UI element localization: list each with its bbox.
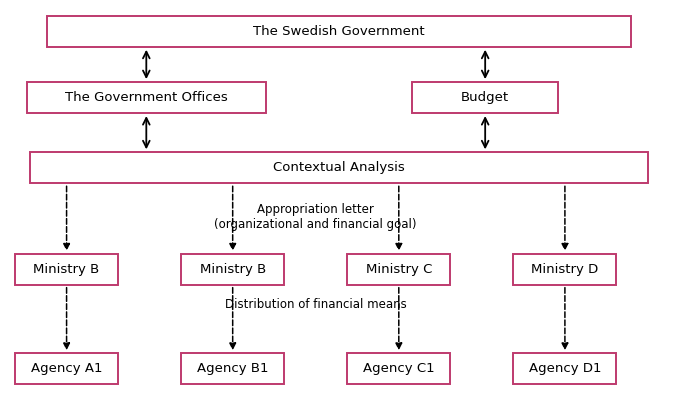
Text: Ministry B: Ministry B bbox=[199, 263, 266, 276]
Text: Agency D1: Agency D1 bbox=[529, 362, 601, 375]
FancyBboxPatch shape bbox=[15, 254, 118, 285]
Text: Agency C1: Agency C1 bbox=[363, 362, 435, 375]
Text: Distribution of financial means: Distribution of financial means bbox=[225, 298, 407, 312]
FancyBboxPatch shape bbox=[181, 254, 284, 285]
Text: Ministry B: Ministry B bbox=[33, 263, 100, 276]
FancyBboxPatch shape bbox=[347, 254, 450, 285]
FancyBboxPatch shape bbox=[513, 254, 616, 285]
Text: The Government Offices: The Government Offices bbox=[65, 91, 228, 104]
FancyBboxPatch shape bbox=[26, 82, 266, 113]
FancyBboxPatch shape bbox=[412, 82, 558, 113]
Text: Ministry C: Ministry C bbox=[365, 263, 432, 276]
Text: Contextual Analysis: Contextual Analysis bbox=[273, 161, 405, 174]
FancyBboxPatch shape bbox=[15, 353, 118, 384]
FancyBboxPatch shape bbox=[47, 16, 631, 47]
Text: Agency B1: Agency B1 bbox=[197, 362, 268, 375]
Text: Ministry D: Ministry D bbox=[532, 263, 599, 276]
FancyBboxPatch shape bbox=[30, 152, 648, 183]
Text: Budget: Budget bbox=[461, 91, 509, 104]
FancyBboxPatch shape bbox=[181, 353, 284, 384]
Text: Appropriation letter
(organizational and financial goal): Appropriation letter (organizational and… bbox=[214, 203, 417, 231]
Text: The Swedish Government: The Swedish Government bbox=[253, 25, 425, 38]
FancyBboxPatch shape bbox=[513, 353, 616, 384]
FancyBboxPatch shape bbox=[347, 353, 450, 384]
Text: Agency A1: Agency A1 bbox=[31, 362, 102, 375]
